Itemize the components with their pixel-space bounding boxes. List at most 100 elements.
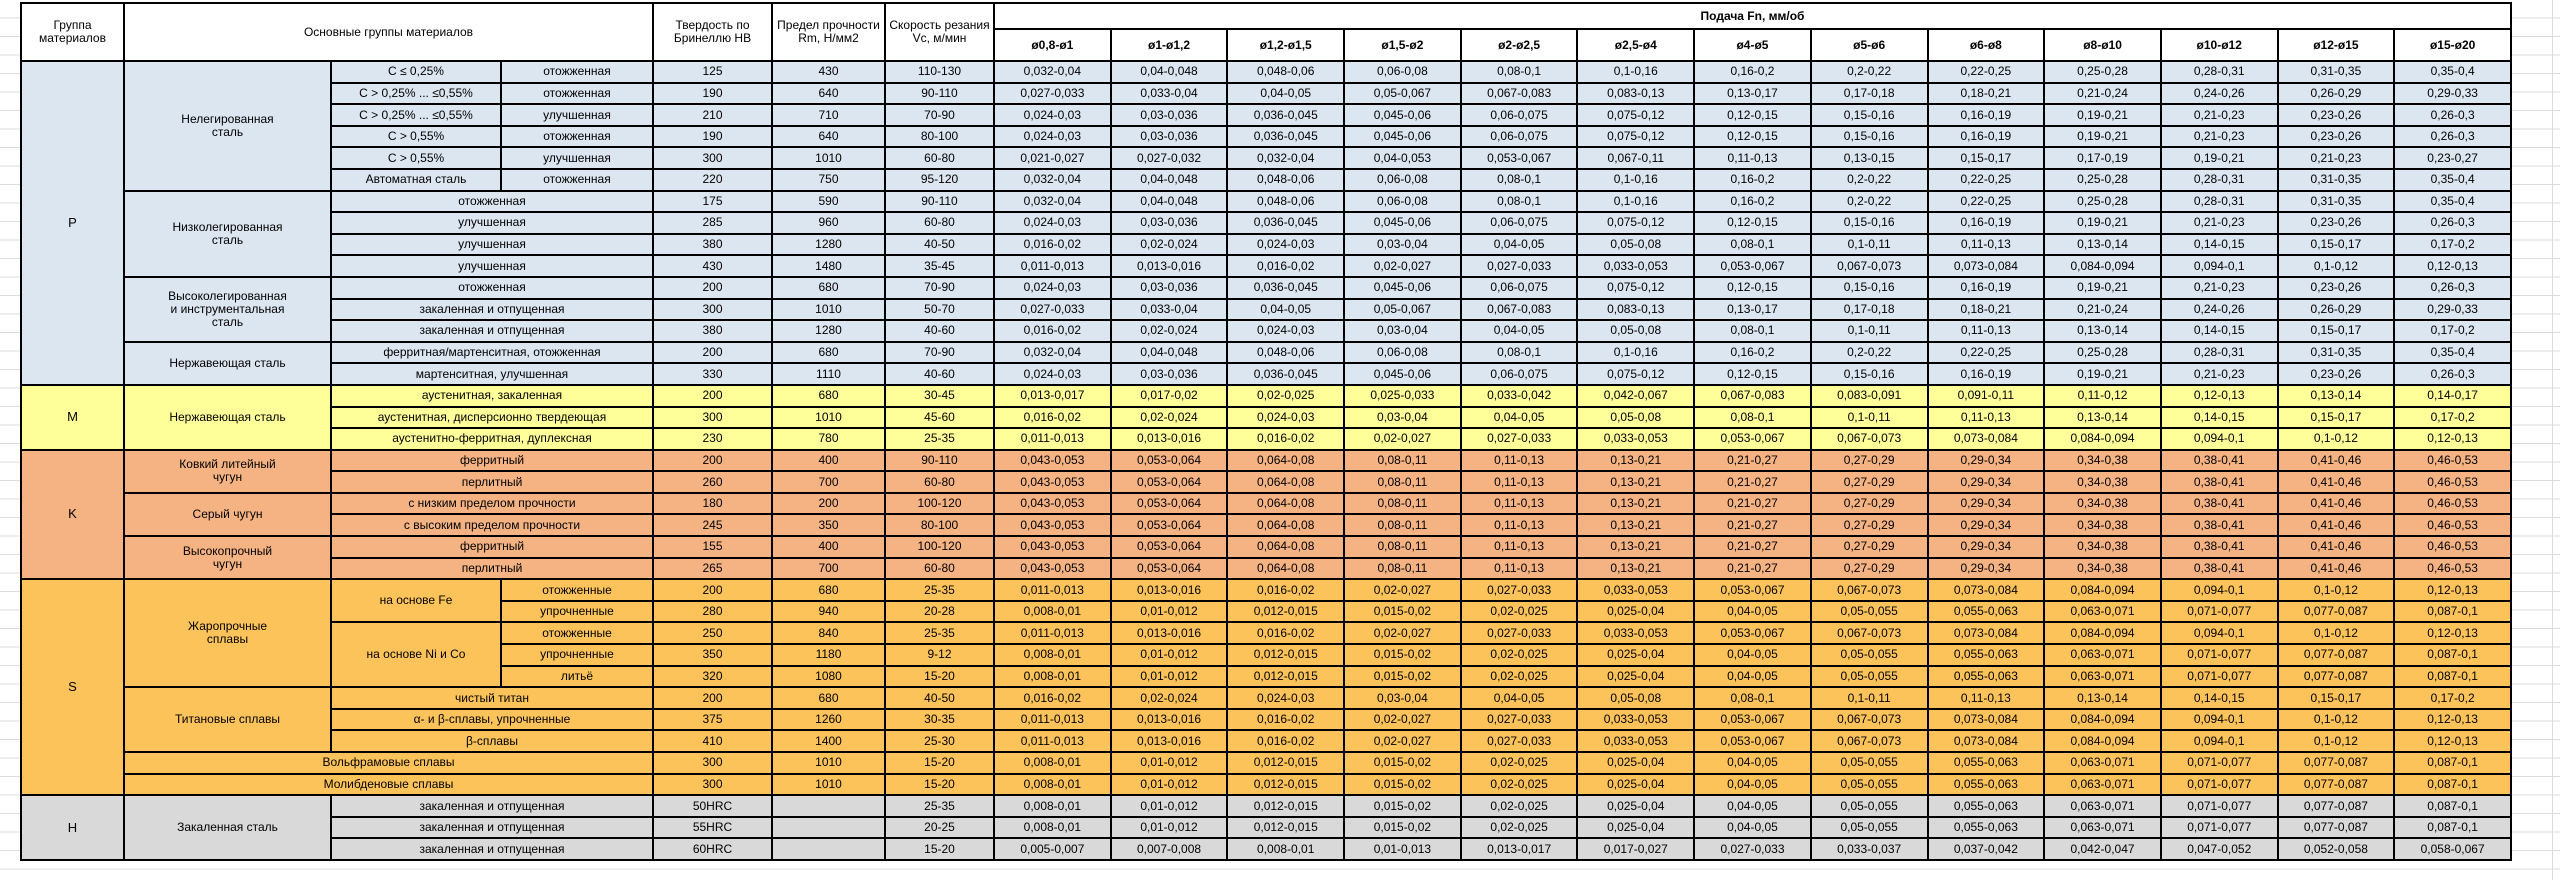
feed-value-cell[interactable]: 0,032-0,04 bbox=[993, 167, 1112, 192]
feed-value-cell[interactable]: 0,11-0,13 bbox=[1693, 146, 1812, 170]
material-cell[interactable]: β-сплавы bbox=[330, 729, 654, 753]
tensile-strength-cell[interactable]: 1010 bbox=[771, 405, 886, 430]
feed-value-cell[interactable]: 0,38-0,41 bbox=[2159, 535, 2279, 559]
feed-value-cell[interactable]: 0,16-0,2 bbox=[1693, 340, 1812, 365]
feed-value-cell[interactable]: 0,087-0,1 bbox=[2393, 751, 2512, 775]
feed-value-cell[interactable]: 0,13-0,21 bbox=[1576, 556, 1696, 581]
feed-value-cell[interactable]: 0,1-0,11 bbox=[1809, 405, 1929, 430]
feed-value-cell[interactable]: 0,08-0,11 bbox=[1343, 470, 1462, 494]
feed-value-cell[interactable]: 0,18-0,21 bbox=[1926, 81, 2046, 106]
feed-value-cell[interactable]: 0,02-0,024 bbox=[1109, 686, 1229, 710]
feed-value-cell[interactable]: 0,032-0,04 bbox=[993, 340, 1112, 365]
hardness-cell[interactable]: 200 bbox=[652, 383, 773, 408]
hardness-cell[interactable]: 300 bbox=[652, 772, 773, 797]
feed-value-cell[interactable]: 0,06-0,075 bbox=[1459, 362, 1579, 386]
feed-value-cell[interactable]: 0,01-0,012 bbox=[1109, 599, 1229, 624]
feed-value-cell[interactable]: 0,04-0,05 bbox=[1459, 405, 1579, 430]
cutting-speed-cell[interactable]: 25-35 bbox=[884, 427, 995, 451]
feed-value-cell[interactable]: 0,35-0,4 bbox=[2393, 167, 2512, 192]
feed-value-cell[interactable]: 0,04-0,05 bbox=[1226, 81, 1346, 106]
hardness-cell[interactable]: 300 bbox=[652, 146, 773, 170]
feed-value-cell[interactable]: 0,15-0,17 bbox=[2276, 405, 2396, 430]
tensile-strength-cell[interactable]: 780 bbox=[771, 427, 886, 451]
feed-value-cell[interactable]: 0,02-0,025 bbox=[1459, 599, 1579, 624]
feed-value-cell[interactable]: 0,05-0,055 bbox=[1809, 599, 1929, 624]
hardness-cell[interactable]: 125 bbox=[652, 60, 773, 84]
feed-value-cell[interactable]: 0,04-0,05 bbox=[1693, 643, 1812, 667]
feed-value-cell[interactable]: 0,012-0,015 bbox=[1226, 643, 1346, 667]
feed-value-cell[interactable]: 0,024-0,03 bbox=[1226, 232, 1346, 257]
feed-value-cell[interactable]: 0,024-0,03 bbox=[993, 275, 1112, 300]
feed-value-cell[interactable]: 0,13-0,17 bbox=[1693, 297, 1812, 322]
feed-value-cell[interactable]: 0,025-0,04 bbox=[1576, 794, 1696, 818]
feed-value-cell[interactable]: 0,46-0,53 bbox=[2393, 556, 2512, 581]
hardness-cell[interactable]: 300 bbox=[652, 751, 773, 775]
header-diameter-range[interactable]: ø2,5-ø4 bbox=[1576, 28, 1696, 62]
feed-value-cell[interactable]: 0,05-0,08 bbox=[1576, 405, 1696, 430]
feed-value-cell[interactable]: 0,03-0,04 bbox=[1343, 319, 1462, 343]
feed-value-cell[interactable]: 0,17-0,18 bbox=[1809, 81, 1929, 106]
feed-value-cell[interactable]: 0,27-0,29 bbox=[1809, 535, 1929, 559]
cutting-speed-cell[interactable]: 90-110 bbox=[884, 81, 995, 106]
feed-value-cell[interactable]: 0,02-0,027 bbox=[1343, 427, 1462, 451]
feed-value-cell[interactable]: 0,04-0,05 bbox=[1459, 232, 1579, 257]
feed-value-cell[interactable]: 0,23-0,26 bbox=[2276, 211, 2396, 235]
feed-value-cell[interactable]: 0,04-0,05 bbox=[1459, 686, 1579, 710]
material-cell[interactable]: аустенитная, дисперсионно твердеющая bbox=[330, 405, 654, 430]
feed-value-cell[interactable]: 0,21-0,27 bbox=[1693, 470, 1812, 494]
feed-value-cell[interactable]: 0,16-0,2 bbox=[1693, 167, 1812, 192]
material-cell[interactable]: отожженные bbox=[500, 621, 654, 646]
feed-value-cell[interactable]: 0,14-0,17 bbox=[2393, 383, 2512, 408]
hardness-cell[interactable]: 60HRC bbox=[652, 837, 773, 861]
feed-value-cell[interactable]: 0,1-0,12 bbox=[2276, 729, 2396, 753]
feed-value-cell[interactable]: 0,027-0,033 bbox=[993, 81, 1112, 106]
feed-value-cell[interactable]: 0,032-0,04 bbox=[1226, 146, 1346, 170]
feed-value-cell[interactable]: 0,075-0,12 bbox=[1576, 103, 1696, 127]
hardness-cell[interactable]: 230 bbox=[652, 427, 773, 451]
feed-value-cell[interactable]: 0,025-0,04 bbox=[1576, 643, 1696, 667]
feed-value-cell[interactable]: 0,29-0,34 bbox=[1926, 556, 2046, 581]
feed-value-cell[interactable]: 0,011-0,013 bbox=[993, 578, 1112, 602]
hardness-cell[interactable]: 155 bbox=[652, 535, 773, 559]
feed-value-cell[interactable]: 0,12-0,15 bbox=[1693, 362, 1812, 386]
feed-value-cell[interactable]: 0,06-0,075 bbox=[1459, 275, 1579, 300]
feed-value-cell[interactable]: 0,048-0,06 bbox=[1226, 189, 1346, 214]
feed-value-cell[interactable]: 0,28-0,31 bbox=[2159, 60, 2279, 84]
material-cell[interactable]: Серый чугун bbox=[123, 491, 332, 538]
feed-value-cell[interactable]: 0,12-0,13 bbox=[2393, 707, 2512, 732]
material-cell[interactable]: Нержавеющая сталь bbox=[123, 383, 332, 451]
feed-value-cell[interactable]: 0,27-0,29 bbox=[1809, 556, 1929, 581]
feed-value-cell[interactable]: 0,19-0,21 bbox=[2043, 275, 2162, 300]
hardness-cell[interactable]: 380 bbox=[652, 232, 773, 257]
feed-value-cell[interactable]: 0,053-0,064 bbox=[1109, 513, 1229, 538]
feed-value-cell[interactable]: 0,12-0,13 bbox=[2159, 383, 2279, 408]
feed-value-cell[interactable]: 0,084-0,094 bbox=[2043, 427, 2162, 451]
material-cell[interactable]: на основе Ni и Co bbox=[330, 621, 502, 689]
group-letter-cell[interactable]: H bbox=[20, 794, 125, 861]
feed-value-cell[interactable]: 0,063-0,071 bbox=[2043, 751, 2162, 775]
header-main-material-groups[interactable]: Основные группы материалов bbox=[123, 2, 654, 62]
cutting-speed-cell[interactable]: 50-70 bbox=[884, 297, 995, 322]
feed-value-cell[interactable]: 0,053-0,067 bbox=[1693, 254, 1812, 278]
feed-value-cell[interactable]: 0,13-0,14 bbox=[2043, 232, 2162, 257]
feed-value-cell[interactable]: 0,063-0,071 bbox=[2043, 815, 2162, 840]
feed-value-cell[interactable]: 0,033-0,053 bbox=[1576, 254, 1696, 278]
hardness-cell[interactable]: 55HRC bbox=[652, 815, 773, 840]
feed-value-cell[interactable]: 0,071-0,077 bbox=[2159, 643, 2279, 667]
feed-value-cell[interactable]: 0,021-0,027 bbox=[993, 146, 1112, 170]
feed-value-cell[interactable]: 0,015-0,02 bbox=[1343, 751, 1462, 775]
feed-value-cell[interactable]: 0,1-0,16 bbox=[1576, 340, 1696, 365]
feed-value-cell[interactable]: 0,29-0,34 bbox=[1926, 448, 2046, 473]
feed-value-cell[interactable]: 0,027-0,032 bbox=[1109, 146, 1229, 170]
hardness-cell[interactable]: 200 bbox=[652, 578, 773, 602]
header-diameter-range[interactable]: ø10-ø12 bbox=[2159, 28, 2279, 62]
feed-value-cell[interactable]: 0,26-0,3 bbox=[2393, 211, 2512, 235]
feed-value-cell[interactable]: 0,19-0,21 bbox=[2159, 146, 2279, 170]
feed-value-cell[interactable]: 0,012-0,015 bbox=[1226, 751, 1346, 775]
header-diameter-range[interactable]: ø1,2-ø1,5 bbox=[1226, 28, 1346, 62]
feed-value-cell[interactable]: 0,06-0,08 bbox=[1343, 167, 1462, 192]
material-cell[interactable]: аустенитно-ферритная, дуплексная bbox=[330, 427, 654, 451]
hardness-cell[interactable]: 320 bbox=[652, 664, 773, 689]
header-diameter-range[interactable]: ø8-ø10 bbox=[2043, 28, 2162, 62]
group-letter-cell[interactable]: P bbox=[20, 60, 125, 386]
